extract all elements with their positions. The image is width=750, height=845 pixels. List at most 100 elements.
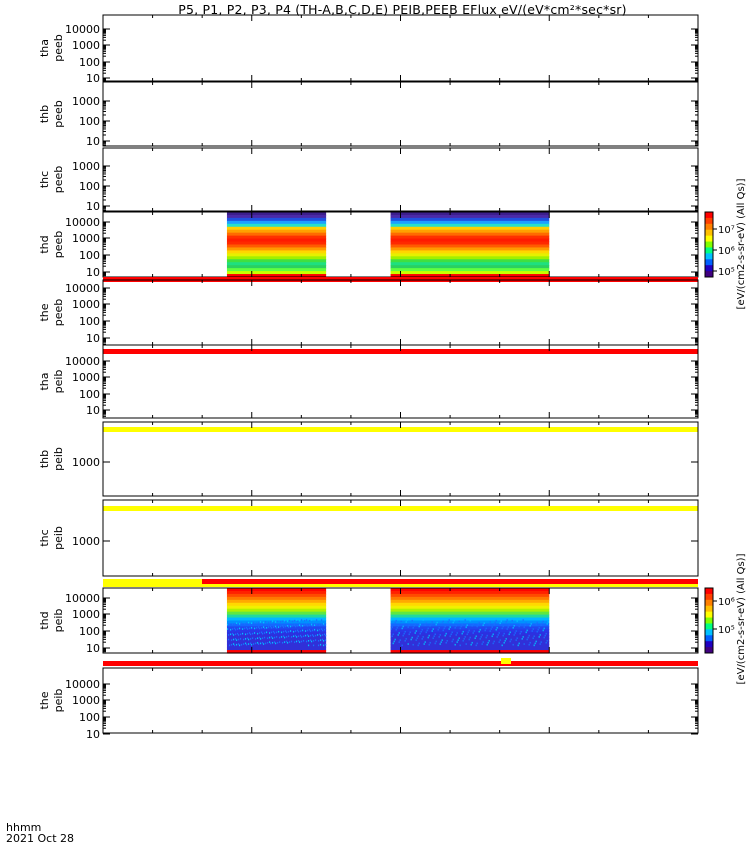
spectrogram-speckle	[496, 636, 498, 638]
spectrogram-speckle	[499, 622, 501, 625]
spectrogram-speckle	[401, 627, 403, 630]
spectrogram-speckle	[422, 636, 424, 638]
spectrogram-speckle	[250, 627, 253, 629]
spectrogram-speckle	[312, 640, 315, 642]
spectrogram-row	[226, 588, 327, 592]
spectrogram-speckle	[489, 621, 491, 623]
panel-thd-peib: 10000 1000 100 10 thd peib	[38, 587, 699, 666]
spectrogram-speckle	[494, 621, 496, 624]
spectrogram-speckle	[417, 635, 419, 638]
spectrogram-speckle	[455, 625, 457, 627]
spectrogram-speckle	[295, 619, 298, 621]
spectrogram-speckle	[286, 620, 289, 623]
spectrogram-speckle	[541, 622, 543, 625]
spectrogram-row	[390, 250, 550, 254]
spectrogram-speckle	[479, 638, 481, 640]
spectrogram-speckle	[431, 630, 433, 632]
spectrogram-speckle	[293, 619, 296, 622]
spectrogram-speckle	[484, 629, 486, 632]
spectrogram-speckle	[424, 624, 426, 626]
spectrogram-speckle	[425, 622, 427, 625]
spectrogram-speckle	[422, 619, 424, 621]
spectrogram-speckle	[238, 623, 241, 625]
spectrogram-row	[226, 596, 327, 601]
spectrogram-speckle	[536, 630, 538, 633]
panel-probe-label: thb	[38, 450, 51, 468]
y-tick-label: 10000	[65, 678, 100, 691]
spectrogram-block	[226, 588, 327, 654]
spectrogram-row	[226, 247, 327, 252]
spectrogram-speckle	[305, 640, 308, 643]
spectrogram-speckle	[228, 644, 231, 647]
spectrogram-speckle	[231, 623, 234, 626]
spectrogram-speckle	[232, 643, 235, 645]
panel-probe-label: thc	[38, 529, 51, 546]
spectrogram-speckle	[237, 643, 240, 645]
spectrogram-row	[390, 641, 550, 645]
spectrogram-speckle	[451, 631, 453, 634]
spectrogram-speckle	[318, 624, 321, 626]
spectrogram-speckle	[256, 641, 259, 644]
spectrogram-speckle	[392, 642, 394, 645]
y-tick-label: 10	[86, 728, 100, 741]
spectrogram-speckle	[275, 627, 278, 629]
spectrogram-speckle	[539, 643, 541, 645]
spectrogram-speckle	[252, 643, 255, 645]
spectrogram-speckle	[490, 628, 492, 630]
spectrogram-speckle	[323, 633, 326, 636]
spectrogram-speckle	[261, 637, 264, 639]
spectrogram-speckle	[535, 623, 537, 626]
spectrogram-speckle	[228, 623, 231, 625]
spectrogram-speckle	[418, 625, 420, 628]
spectrogram-speckle	[397, 634, 399, 636]
spectrogram-row	[390, 629, 550, 633]
spectrogram-speckle	[243, 627, 246, 630]
spectrogram-speckle	[306, 629, 309, 632]
spectrogram-speckle	[409, 631, 411, 634]
colorbar-segment	[705, 265, 713, 272]
spectrogram-speckle	[513, 634, 515, 636]
spectrogram-speckle	[233, 623, 236, 625]
spectrogram-speckle	[259, 642, 262, 645]
status-bar	[103, 427, 698, 432]
colorbar-label: [eV/(cm2-s-sr-eV) (All Qs)]	[736, 553, 747, 684]
spectrogram-speckle	[465, 626, 467, 628]
spectrogram-speckle	[241, 632, 244, 635]
spectrogram-speckle	[291, 620, 294, 623]
spectrogram-speckle	[415, 630, 417, 632]
spectrogram-speckle	[288, 619, 291, 622]
spectrogram-speckle	[311, 629, 314, 632]
panel-product-label: peeb	[52, 166, 65, 194]
spectrogram-speckle	[400, 620, 402, 623]
spectrogram-speckle	[312, 644, 315, 647]
spectrogram-row	[226, 638, 327, 642]
spectrogram-speckle	[279, 625, 282, 628]
panel-the-peib: 10000 1000 100 10 the peib	[38, 667, 699, 741]
spectrogram-row	[390, 235, 550, 240]
spectrogram-speckle	[471, 641, 473, 644]
spectrogram-speckle	[273, 632, 276, 634]
spectrogram-row	[390, 253, 550, 257]
spectrogram-speckle	[468, 638, 470, 641]
spectrogram-speckle	[408, 633, 410, 636]
spectrogram-speckle	[299, 634, 302, 637]
panel-tha-peeb: 10000 1000 100 10 tha peeb	[38, 14, 699, 85]
spectrogram-speckle	[524, 624, 526, 626]
spectrogram-speckle	[518, 642, 520, 645]
spectrogram-speckle	[234, 638, 237, 640]
spectrogram-speckle	[398, 632, 400, 634]
spectrogram-speckle	[301, 629, 304, 632]
spectrogram-speckle	[450, 633, 452, 636]
panel-probe-label: thd	[38, 235, 51, 253]
spectrogram-row	[226, 629, 327, 633]
spectrogram-speckle	[444, 634, 446, 637]
x-axis-date: 2021 Oct 28	[6, 832, 75, 845]
spectrogram-row	[226, 605, 327, 610]
spectrogram-speckle	[439, 643, 441, 645]
spectrogram-speckle	[498, 641, 500, 643]
spectrogram-speckle	[273, 641, 276, 643]
spectrogram-speckle	[397, 625, 399, 627]
spectrogram-speckle	[291, 625, 294, 627]
spectrogram-speckle	[394, 621, 396, 624]
